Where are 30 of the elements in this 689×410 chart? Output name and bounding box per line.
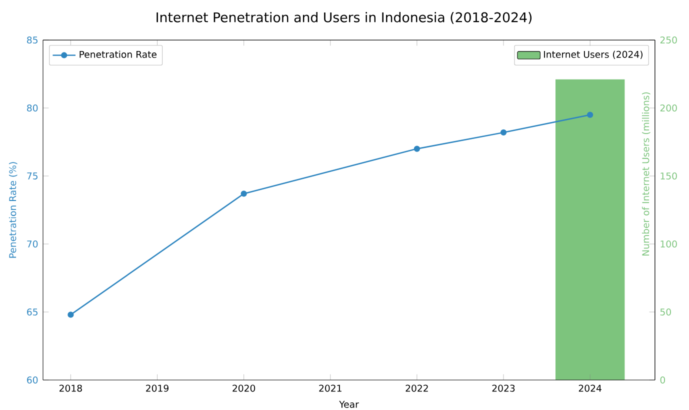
point <box>587 112 594 118</box>
x-tick-label: 2020 <box>232 384 256 392</box>
y-tick-label: 75 <box>27 172 38 180</box>
y-tick-label: 65 <box>27 308 38 316</box>
x-tick-label: 2022 <box>406 384 428 392</box>
point <box>68 312 74 318</box>
x-tick-label: 2024 <box>578 384 602 392</box>
point <box>500 129 507 136</box>
y-tick-label: 85 <box>27 36 38 44</box>
point <box>414 146 420 152</box>
y2-axis-title: Number of Internet Users (millions) <box>642 92 650 256</box>
x-tick-label: 2019 <box>146 384 168 392</box>
y2-tick-label: 50 <box>660 308 671 316</box>
y-tick-label: 60 <box>27 376 38 384</box>
x-axis-title: Year <box>339 400 359 408</box>
y-tick-label: 70 <box>27 240 38 248</box>
y2-tick-label: 250 <box>660 36 677 44</box>
y2-tick-label: 0 <box>660 376 666 384</box>
legend-label: Internet Users (2024) <box>544 50 642 60</box>
legend-label: Penetration Rate <box>80 50 156 58</box>
x-tick-label: 2021 <box>319 384 342 392</box>
y2-tick-label: 150 <box>660 172 677 180</box>
y2-tick-label: 100 <box>660 240 677 248</box>
y-axis-title: Penetration Rate (%) <box>8 162 18 258</box>
x-tick-label: 2018 <box>60 384 82 392</box>
chart-title: Internet Penetration and Users in Indonesia (2018-2024) <box>156 12 532 24</box>
x-tick-label: 2023 <box>492 384 515 392</box>
point <box>240 190 247 197</box>
y2-tick-label: 200 <box>660 104 677 112</box>
y-tick-label: 80 <box>27 104 38 112</box>
